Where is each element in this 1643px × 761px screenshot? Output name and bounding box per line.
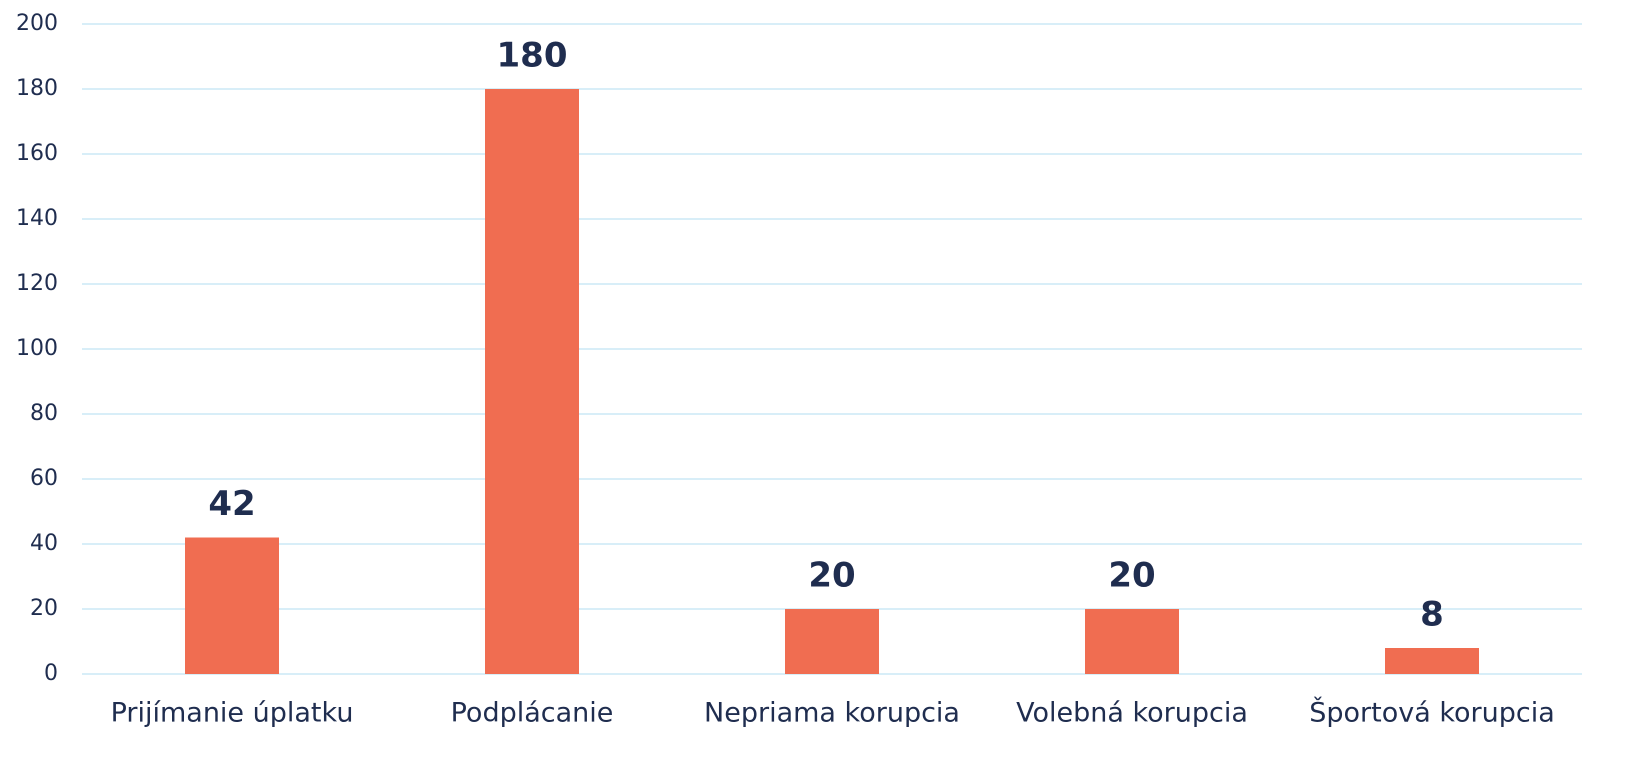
- y-tick-label: 100: [16, 336, 58, 361]
- x-tick-label: Podplácanie: [451, 698, 614, 729]
- x-tick-label: Nepriama korupcia: [704, 698, 960, 729]
- y-tick-label: 60: [30, 466, 58, 491]
- data-label: 20: [1108, 556, 1155, 596]
- y-tick-label: 200: [16, 11, 58, 36]
- data-label: 20: [808, 556, 855, 596]
- data-label: 42: [208, 484, 255, 524]
- y-tick-label: 120: [16, 271, 58, 296]
- bar: [1385, 648, 1479, 674]
- y-tick-label: 40: [30, 531, 58, 556]
- x-tick-label: Športová korupcia: [1309, 697, 1555, 729]
- bar: [185, 537, 279, 674]
- bar: [485, 89, 579, 674]
- y-tick-label: 180: [16, 76, 58, 101]
- bar: [785, 609, 879, 674]
- bar: [1085, 609, 1179, 674]
- x-tick-label: Volebná korupcia: [1016, 698, 1248, 729]
- y-tick-label: 20: [30, 596, 58, 621]
- x-tick-label: Prijímanie úplatku: [111, 698, 354, 729]
- y-tick-label: 140: [16, 206, 58, 231]
- y-tick-label: 0: [44, 661, 58, 686]
- y-tick-label: 160: [16, 141, 58, 166]
- data-label: 180: [497, 36, 568, 76]
- y-tick-label: 80: [30, 401, 58, 426]
- data-label: 8: [1420, 595, 1444, 635]
